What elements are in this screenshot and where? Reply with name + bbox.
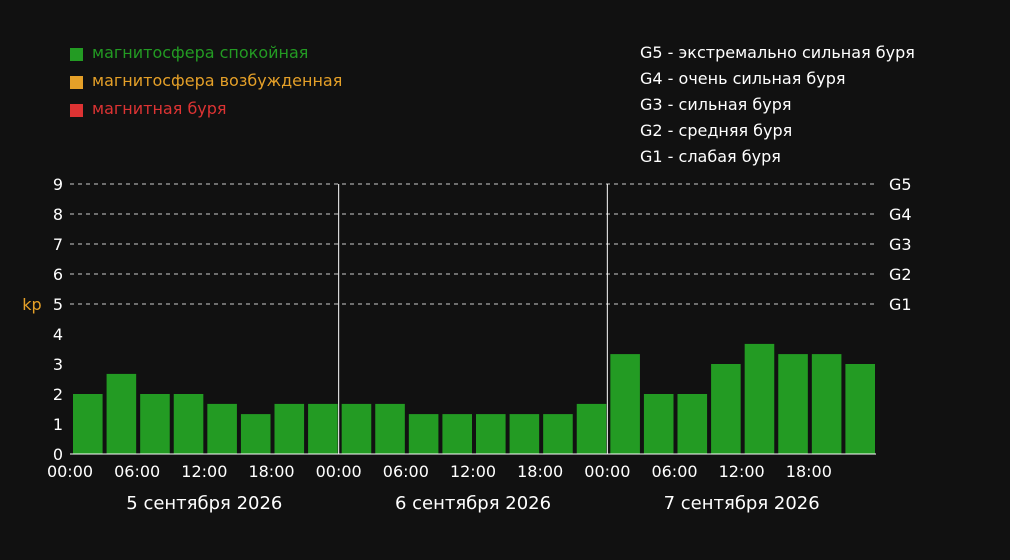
legend-swatch xyxy=(70,104,83,117)
kp-bar xyxy=(744,343,775,454)
day-label: 6 сентября 2026 xyxy=(395,493,551,514)
kp-bar xyxy=(207,403,237,454)
kp-bar xyxy=(274,403,305,454)
y-tick-label: 4 xyxy=(53,325,63,344)
kp-bar xyxy=(476,414,506,454)
y-tick-label: 0 xyxy=(53,445,63,464)
kp-bar xyxy=(845,364,875,454)
y-tick-label: 9 xyxy=(53,175,63,194)
kp-bar xyxy=(576,403,607,454)
y-axis-label: kp xyxy=(22,295,41,314)
legend-swatch xyxy=(70,48,83,61)
day-label: 5 сентября 2026 xyxy=(126,493,282,514)
kp-bar xyxy=(308,403,338,454)
storm-scale-item: G1 - слабая буря xyxy=(640,147,781,166)
y-tick-label: 8 xyxy=(53,205,63,224)
storm-scale-item: G2 - средняя буря xyxy=(640,121,792,140)
storm-scale-item: G3 - сильная буря xyxy=(640,95,791,114)
right-axis-label: G2 xyxy=(889,265,912,284)
x-tick-label: 18:00 xyxy=(517,462,563,481)
y-tick-label: 7 xyxy=(53,235,63,254)
y-tick-label: 6 xyxy=(53,265,63,284)
day-label: 7 сентября 2026 xyxy=(664,493,820,514)
x-tick-label: 06:00 xyxy=(651,462,697,481)
kp-bar xyxy=(140,394,170,454)
kp-bar xyxy=(811,354,842,454)
x-tick-label: 12:00 xyxy=(719,462,765,481)
kp-bar xyxy=(677,394,708,454)
kp-bar xyxy=(711,364,741,454)
right-axis-label: G1 xyxy=(889,295,912,314)
kp-bar xyxy=(173,394,204,454)
storm-scale-item: G5 - экстремально сильная буря xyxy=(640,43,915,62)
kp-bar xyxy=(442,414,472,454)
x-tick-label: 00:00 xyxy=(584,462,630,481)
x-tick-label: 18:00 xyxy=(248,462,294,481)
legend-swatch xyxy=(70,76,83,89)
y-tick-label: 5 xyxy=(53,295,63,314)
x-tick-label: 18:00 xyxy=(786,462,832,481)
kp-bar xyxy=(106,373,137,454)
x-tick-label: 00:00 xyxy=(47,462,93,481)
kp-bar xyxy=(408,414,439,454)
right-axis-label: G5 xyxy=(889,175,912,194)
x-tick-label: 00:00 xyxy=(316,462,362,481)
right-axis-label: G4 xyxy=(889,205,912,224)
x-tick-label: 06:00 xyxy=(383,462,429,481)
kp-bar xyxy=(240,414,271,454)
kp-bar xyxy=(778,354,808,454)
kp-bar xyxy=(375,403,405,454)
kp-bar xyxy=(509,414,540,454)
kp-bar xyxy=(73,394,103,454)
y-tick-label: 3 xyxy=(53,355,63,374)
kp-bar xyxy=(543,414,573,454)
x-tick-label: 06:00 xyxy=(114,462,160,481)
x-tick-label: 12:00 xyxy=(450,462,496,481)
legend-item-label: магнитосфера возбужденная xyxy=(92,71,342,90)
right-axis-label: G3 xyxy=(889,235,912,254)
kp-bar xyxy=(643,394,674,454)
kp-bar xyxy=(610,354,640,454)
legend-item-label: магнитосфера спокойная xyxy=(92,43,308,62)
storm-scale-item: G4 - очень сильная буря xyxy=(640,69,846,88)
y-tick-label: 1 xyxy=(53,415,63,434)
x-tick-label: 12:00 xyxy=(181,462,227,481)
kp-bar xyxy=(341,403,372,454)
y-tick-label: 2 xyxy=(53,385,63,404)
legend-item-label: магнитная буря xyxy=(92,99,227,118)
